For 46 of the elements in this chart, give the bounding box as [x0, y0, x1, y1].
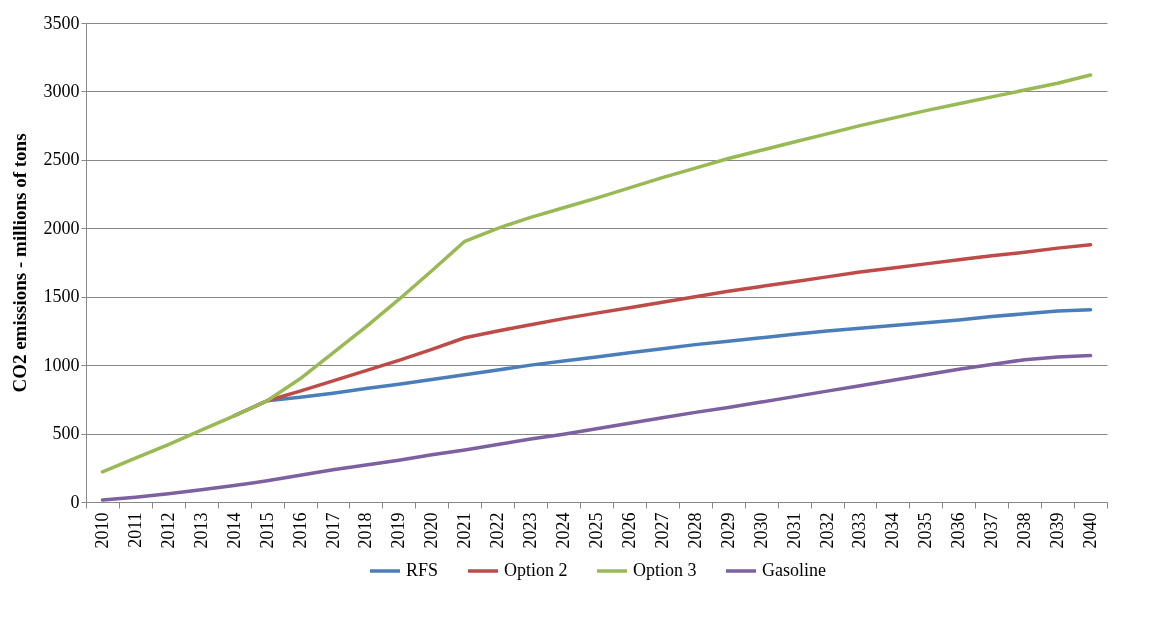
x-tick-label: 2031: [783, 512, 804, 549]
y-tick-label: 3000: [43, 80, 80, 101]
y-tick-label: 0: [70, 491, 80, 512]
legend-label: RFS: [406, 560, 439, 580]
x-tick-label: 2022: [487, 512, 508, 549]
x-tick-label: 2038: [1014, 512, 1035, 549]
x-tick-label: 2029: [717, 512, 738, 549]
x-tick-label: 2012: [157, 512, 178, 549]
x-tick-label: 2018: [355, 512, 376, 549]
x-tick-label: 2040: [1080, 512, 1101, 549]
x-tick-label: 2039: [1047, 512, 1068, 549]
x-tick-label: 2036: [948, 512, 969, 549]
y-tick-label: 2500: [43, 149, 80, 170]
x-tick-label: 2021: [454, 512, 475, 549]
x-tick-label: 2024: [553, 512, 574, 549]
x-tick-label: 2011: [124, 512, 145, 548]
x-tick-label: 2037: [981, 512, 1002, 549]
x-tick-label: 2032: [816, 512, 837, 549]
x-tick-label: 2023: [520, 512, 541, 549]
x-tick-label: 2026: [618, 512, 639, 549]
x-tick-label: 2025: [586, 512, 606, 549]
x-tick-label: 2030: [750, 512, 771, 549]
x-tick-label: 2010: [91, 512, 112, 549]
x-tick-label: 2015: [256, 512, 277, 549]
y-axis-title: CO2 emissions - millions of tons: [8, 133, 30, 393]
legend-label: Gasoline: [762, 560, 826, 580]
x-tick-label: 2034: [882, 512, 903, 549]
x-tick-label: 2013: [190, 512, 211, 549]
x-tick-label: 2019: [388, 512, 409, 549]
legend-label: Option 3: [633, 560, 697, 580]
x-tick-label: 2017: [322, 512, 343, 549]
line-series: [100, 353, 1093, 502]
line-series: [100, 73, 1093, 474]
legend-label: Option 2: [504, 560, 568, 580]
x-tick-label: 2035: [915, 512, 936, 549]
x-tick-label: 2033: [849, 512, 870, 549]
y-tick-label: 3500: [43, 12, 80, 33]
x-tick-label: 2014: [223, 512, 244, 549]
y-tick-label: 1000: [43, 354, 80, 375]
x-tick-label: 2016: [289, 512, 310, 549]
x-tick-label: 2027: [651, 512, 672, 549]
x-tick-label: 2028: [684, 512, 705, 549]
y-tick-label: 2000: [43, 217, 80, 238]
x-tick-label: 2020: [421, 512, 442, 549]
y-tick-label: 1500: [43, 286, 80, 307]
y-tick-label: 500: [52, 423, 80, 444]
